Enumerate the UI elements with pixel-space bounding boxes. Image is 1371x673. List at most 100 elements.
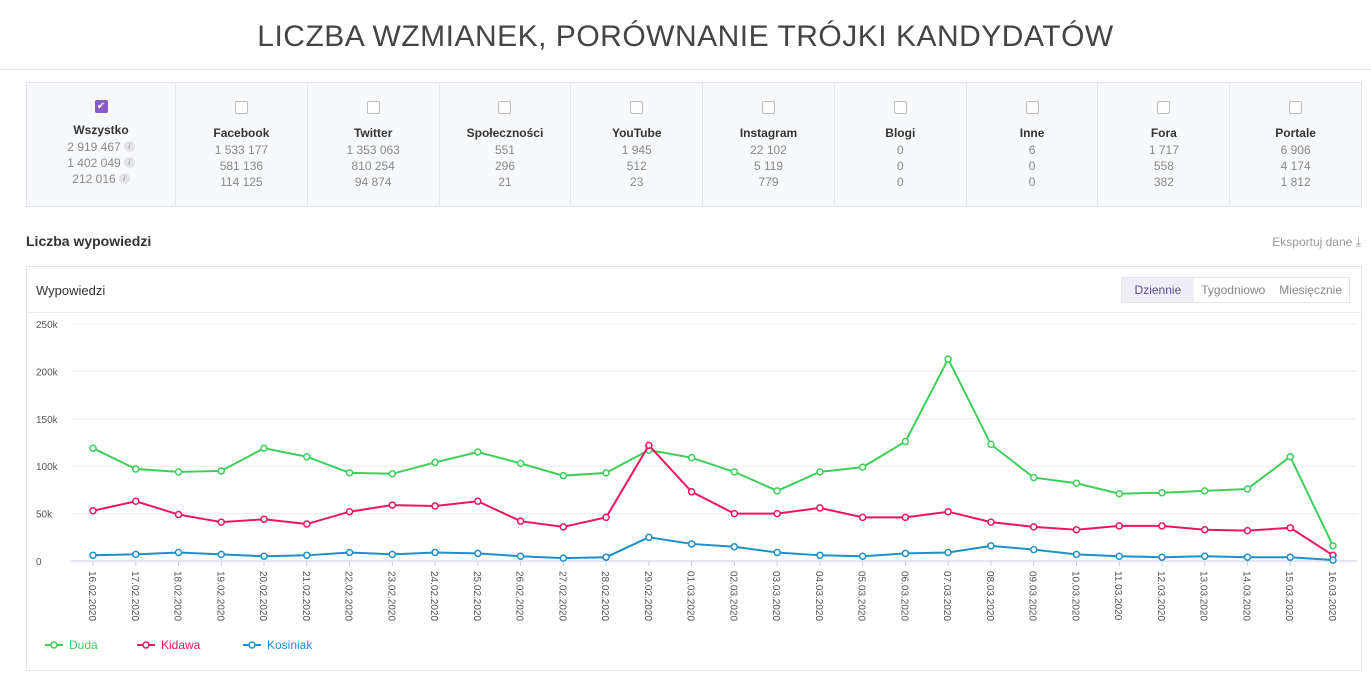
- source-instagram[interactable]: Instagram 22 102 5 119 779: [702, 83, 834, 206]
- checkbox[interactable]: [234, 101, 248, 114]
- source-count: 512: [626, 159, 647, 173]
- data-point: [474, 448, 482, 456]
- data-point: [474, 497, 482, 506]
- source-wszystko[interactable]: ✔ Wszystko 2 919 467 i 1 402 049 i 212 016 i: [27, 83, 175, 206]
- tab-daily[interactable]: Dziennie: [1121, 278, 1195, 302]
- data-point: [730, 509, 739, 518]
- x-tick-label: 01.03.2020: [685, 571, 696, 621]
- source-label: Facebook: [213, 126, 270, 140]
- legend-label-kidawa[interactable]: Kidawa: [161, 638, 201, 652]
- data-point: [559, 523, 568, 531]
- x-tick-label: 20.02.2020: [257, 571, 268, 621]
- data-point: [431, 458, 439, 467]
- source-społeczności[interactable]: Społeczności 551 296 21: [438, 83, 571, 206]
- source-count: 2 919 467: [67, 140, 121, 154]
- info-icon[interactable]: i: [123, 157, 135, 168]
- checkbox[interactable]: [1025, 101, 1039, 114]
- source-count: 0: [1028, 159, 1036, 173]
- x-tick-label: 10.03.2020: [1069, 571, 1080, 621]
- data-point: [1029, 523, 1038, 531]
- source-fora[interactable]: Fora 1 717 558 382: [1097, 83, 1229, 206]
- data-point: [1072, 550, 1081, 559]
- checkbox[interactable]: [893, 101, 907, 114]
- source-count: 558: [1153, 159, 1174, 173]
- source-count: 22 102: [750, 143, 787, 157]
- source-count: 1 353 063: [346, 143, 400, 157]
- data-point: [431, 548, 439, 557]
- data-point: [132, 497, 140, 506]
- checkbox[interactable]: [762, 101, 776, 114]
- tab-weekly[interactable]: Tygodniowo: [1201, 283, 1266, 297]
- checkbox[interactable]: [1289, 101, 1303, 114]
- x-tick-label: 08.03.2020: [984, 571, 995, 621]
- data-point: [217, 550, 226, 559]
- source-count: 6: [1028, 143, 1036, 157]
- section-title: Liczba wypowiedzi: [26, 233, 152, 249]
- x-tick-label: 19.02.2020: [214, 571, 225, 621]
- source-count: 23: [630, 175, 644, 189]
- checkbox[interactable]: [366, 101, 380, 114]
- data-point: [345, 548, 354, 557]
- data-point: [174, 468, 183, 476]
- y-tick-label: 100k: [36, 462, 59, 473]
- info-icon[interactable]: i: [123, 141, 135, 152]
- legend-label-duda[interactable]: Duda: [69, 638, 98, 652]
- checkbox[interactable]: [630, 101, 644, 114]
- x-tick-label: 06.03.2020: [898, 571, 909, 621]
- source-count: 4 174: [1280, 159, 1311, 173]
- legend-marker: [50, 641, 58, 649]
- x-tick-label: 05.03.2020: [856, 571, 867, 621]
- source-label: Portale: [1275, 126, 1316, 140]
- x-tick-label: 03.03.2020: [770, 571, 781, 621]
- source-facebook[interactable]: Facebook 1 533 177 581 136 114 125: [175, 83, 307, 206]
- data-point: [944, 355, 952, 363]
- source-count: 581 136: [219, 159, 264, 173]
- source-portale[interactable]: Portale 6 906 4 174 1 812: [1229, 83, 1361, 206]
- info-icon[interactable]: i: [118, 173, 130, 184]
- checkbox[interactable]: [1157, 101, 1171, 114]
- data-point: [816, 504, 824, 512]
- y-tick-label: 50k: [36, 510, 53, 521]
- data-point: [217, 518, 226, 526]
- data-point: [1158, 522, 1166, 530]
- legend-marker: [142, 641, 150, 649]
- data-point: [730, 468, 739, 476]
- series-line-kosiniak: [92, 536, 1334, 562]
- legend-label-kosiniak[interactable]: Kosiniak: [267, 638, 313, 652]
- data-point: [1115, 489, 1123, 498]
- source-count: 114 125: [220, 175, 263, 189]
- source-label: Blogi: [885, 126, 916, 140]
- x-tick-label: 27.02.2020: [556, 571, 567, 621]
- source-count: 296: [494, 159, 515, 173]
- y-tick-label: 0: [36, 557, 42, 568]
- x-tick-label: 18.02.2020: [172, 571, 183, 621]
- source-count: 21: [498, 175, 512, 189]
- data-point: [1243, 485, 1252, 493]
- x-tick-label: 14.03.2020: [1240, 571, 1251, 621]
- x-tick-label: 28.02.2020: [599, 571, 610, 621]
- data-point: [901, 549, 910, 558]
- checkbox[interactable]: [498, 101, 512, 114]
- export-button[interactable]: Eksportuj dane ⤓: [1272, 235, 1361, 250]
- data-point: [303, 452, 311, 461]
- data-point: [858, 552, 867, 561]
- x-tick-label: 23.02.2020: [385, 571, 396, 621]
- data-point: [345, 507, 354, 516]
- data-point: [1072, 525, 1081, 534]
- source-youtube[interactable]: YouTube 1 945 512 23: [570, 83, 702, 206]
- source-label: Społeczności: [466, 126, 544, 140]
- data-point: [260, 552, 268, 561]
- source-count: 5 119: [753, 159, 784, 173]
- x-tick-label: 02.03.2020: [727, 571, 738, 621]
- source-twitter[interactable]: Twitter 1 353 063 810 254 94 874: [306, 83, 439, 206]
- source-blogi[interactable]: Blogi 0 0 0: [833, 83, 966, 206]
- source-count: 1 717: [1148, 143, 1179, 157]
- source-label: Twitter: [353, 126, 393, 140]
- checkbox[interactable]: ✔: [94, 100, 108, 113]
- data-point: [687, 540, 696, 548]
- source-count: 94 874: [354, 175, 392, 189]
- source-inne[interactable]: Inne 6 0 0: [965, 83, 1098, 206]
- data-point: [89, 551, 97, 560]
- data-point: [773, 487, 781, 495]
- tab-monthly[interactable]: Miesięcznie: [1279, 283, 1342, 297]
